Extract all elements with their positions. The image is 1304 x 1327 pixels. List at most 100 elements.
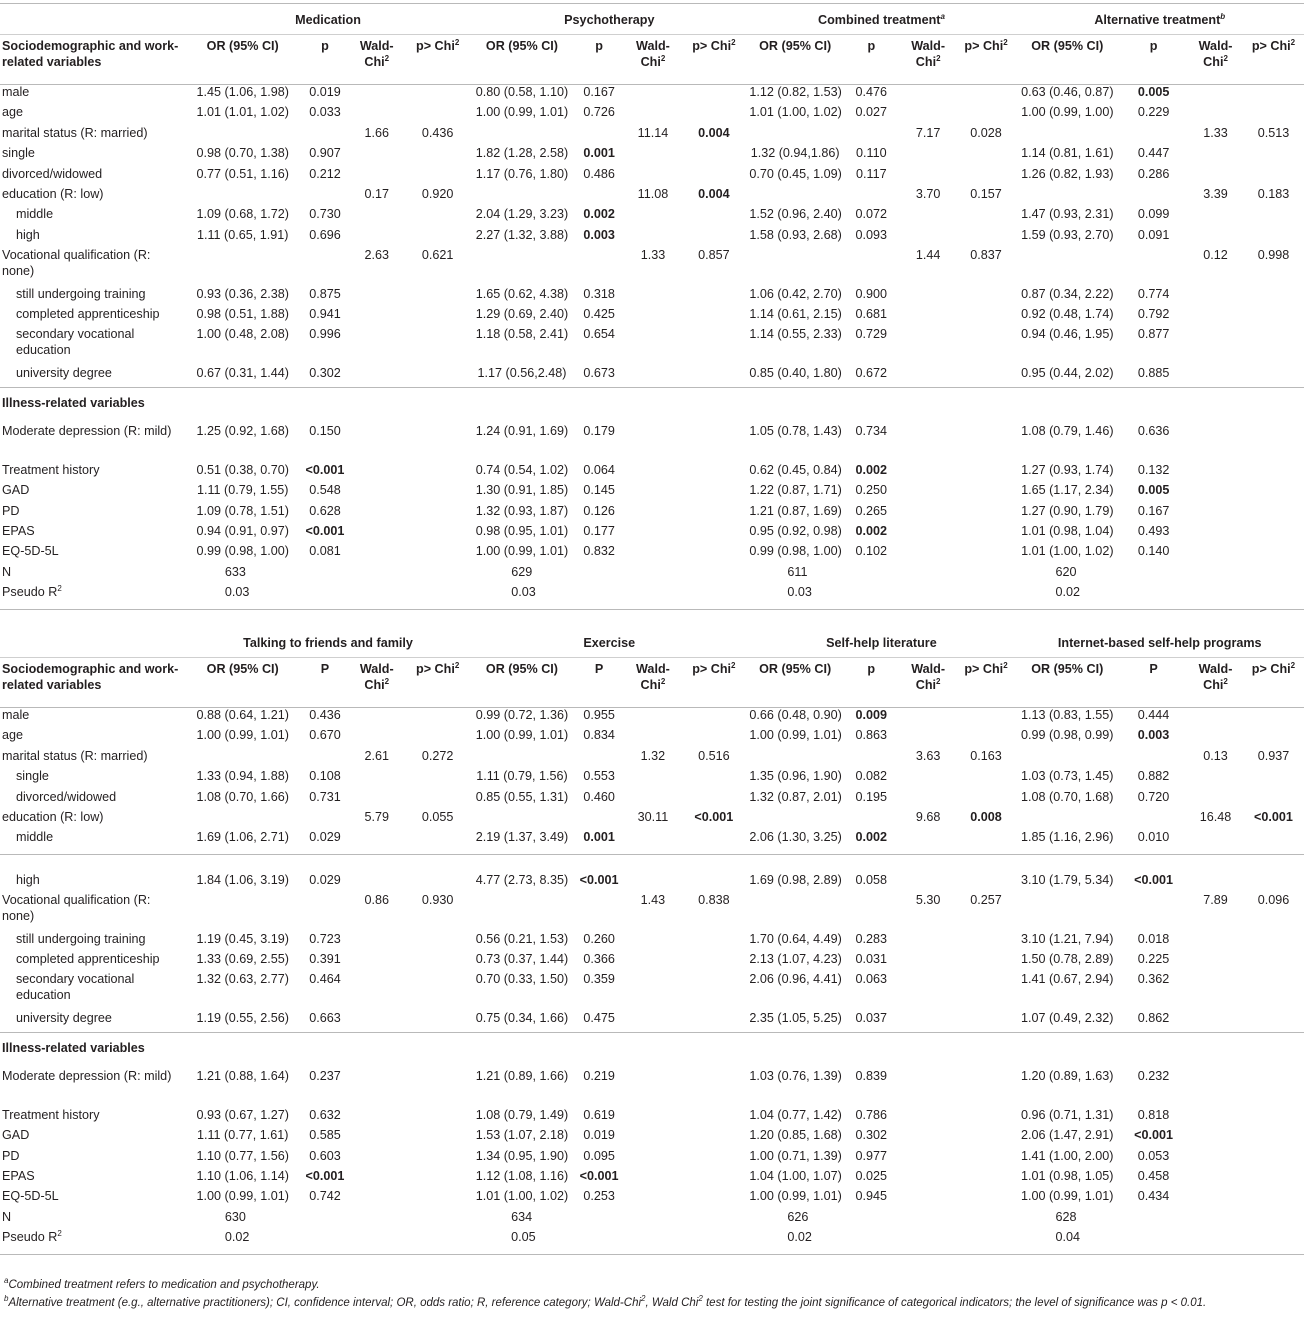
- p-chi-cell: [1243, 227, 1304, 247]
- or-ci-cell: 633: [224, 564, 246, 579]
- table-row: single 1.33 (0.94, 1.88) 0.108 1.11 (0.79, …: [0, 768, 1304, 788]
- p-chi-cell: 0.837: [970, 248, 1002, 263]
- p-chi-cell: 0.920: [421, 186, 454, 201]
- or-ci-cell: 0.67 (0.31, 1.44): [196, 365, 289, 380]
- horizontal-rule: [0, 1254, 1304, 1255]
- p-cell: 0.464: [309, 972, 341, 987]
- p-chi-cell: [1243, 727, 1304, 747]
- p-chi-cell: [404, 829, 471, 849]
- or-ci-cell: [471, 892, 573, 931]
- p-chi-cell: [957, 1229, 1016, 1249]
- p-cell: 0.672: [855, 365, 888, 380]
- wald-chi-cell: [900, 1229, 957, 1249]
- table-row: male 0.88 (0.64, 1.21) 0.436 0.99 (0.72, 1.…: [0, 707, 1304, 727]
- table-row: male 1.45 (1.06, 1.98) 0.019 0.80 (0.58, 1.…: [0, 84, 1304, 104]
- wald-chi-cell: [626, 768, 681, 788]
- p-cell: 0.286: [1137, 166, 1170, 181]
- or-ci-cell: 1.04 (0.77, 1.42): [749, 1107, 842, 1122]
- or-ci-cell: 1.33 (0.69, 2.55): [196, 952, 289, 967]
- p-chi-cell: [680, 971, 747, 1010]
- p-cell: 0.636: [1137, 424, 1170, 439]
- p-chi-cell: [1243, 462, 1304, 482]
- or-ci-cell: 1.52 (0.96, 2.40): [749, 207, 842, 222]
- or-ci-cell: 0.51 (0.38, 0.70): [196, 462, 289, 477]
- wald-chi-cell: [349, 1127, 404, 1147]
- p-cell: [843, 584, 900, 604]
- p-cell: 0.834: [583, 728, 615, 743]
- p-cell: 0.150: [309, 424, 341, 439]
- or-ci-cell: [747, 809, 842, 829]
- row-label: age: [2, 728, 24, 743]
- or-ci-cell: 1.41 (0.67, 2.94): [1021, 972, 1114, 987]
- wald-chi-cell: 5.79: [364, 809, 389, 824]
- row-label: secondary vocational education: [16, 327, 135, 358]
- wald-chi-header: Wald-Chi2: [1198, 662, 1233, 692]
- p-cell: 0.229: [1137, 105, 1170, 120]
- or-ci-cell: 1.00 (0.99, 1.00): [1021, 105, 1114, 120]
- p-chi-cell: [1243, 286, 1304, 306]
- wald-chi-cell: [1188, 543, 1243, 563]
- p-cell: 0.058: [855, 872, 888, 887]
- footnote-b: bAlternative treatment (e.g., alternativ…: [4, 1294, 1207, 1309]
- table-row: divorced/widowed 1.08 (0.70, 1.66) 0.731 0.…: [0, 789, 1304, 809]
- wald-chi-cell: [626, 206, 681, 226]
- p-cell: 0.654: [583, 327, 615, 342]
- p-cell: [573, 247, 626, 286]
- or-ci-cell: 1.19 (0.55, 2.56): [196, 1010, 289, 1025]
- wald-chi-header: Wald-Chi2: [359, 39, 394, 69]
- p-cell: [301, 892, 350, 931]
- p-cell: 0.486: [583, 166, 615, 181]
- or-ci-cell: 0.98 (0.70, 1.38): [196, 146, 289, 161]
- p-cell: [301, 564, 350, 584]
- p-chi-cell: [404, 872, 471, 892]
- or-ci-cell: 1.03 (0.73, 1.45): [1021, 769, 1114, 784]
- p-chi-cell: [957, 423, 1016, 462]
- p-cell: 0.885: [1137, 365, 1170, 380]
- column-group-title: Exercise: [583, 636, 636, 650]
- p-cell: 0.108: [309, 769, 341, 784]
- p-chi-cell: [404, 227, 471, 247]
- wald-chi-cell: 2.61: [364, 748, 389, 763]
- p-cell: 0.082: [855, 769, 888, 784]
- p-cell: 0.031: [855, 952, 888, 967]
- table-row: divorced/widowed 0.77 (0.51, 1.16) 0.212 1.…: [0, 166, 1304, 186]
- p-chi-cell: [957, 971, 1016, 1010]
- or-ci-cell: 629: [511, 564, 533, 579]
- p-cell: [301, 584, 350, 604]
- wald-chi-cell: [900, 1168, 957, 1188]
- row-label: university degree: [16, 365, 112, 380]
- or-ci-cell: 0.93 (0.67, 1.27): [196, 1107, 289, 1122]
- wald-chi-cell: [349, 1107, 404, 1127]
- p-chi-cell: [680, 1068, 747, 1107]
- table-row: completed apprenticeship 0.98 (0.51, 1.88…: [0, 306, 1304, 326]
- p-chi-cell: [957, 1209, 1016, 1229]
- or-ci-cell: 0.70 (0.45, 1.09): [749, 166, 842, 181]
- p-chi-cell: [680, 872, 747, 892]
- wald-chi-cell: [349, 286, 404, 306]
- row-label: EPAS: [2, 1168, 35, 1183]
- row-label: Pseudo R2: [2, 583, 62, 600]
- or-ci-cell: 0.03: [511, 585, 536, 600]
- or-ci-cell: 0.85 (0.55, 1.31): [475, 789, 569, 804]
- p-cell: 0.053: [1137, 1148, 1170, 1163]
- p-chi-cell: [1243, 306, 1304, 326]
- wald-chi-cell: [626, 227, 681, 247]
- or-ci-cell: 0.70 (0.33, 1.50): [475, 972, 569, 987]
- wald-chi-cell: [900, 104, 957, 124]
- row-label: male: [2, 708, 30, 722]
- p-cell: 0.774: [1137, 286, 1170, 301]
- table-row: Treatment history 0.51 (0.38, 0.70) <0.001…: [0, 462, 1304, 482]
- or-ci-cell: 1.14 (0.81, 1.61): [1021, 146, 1114, 161]
- or-ci-cell: [1016, 125, 1120, 145]
- p-chi-cell: [1243, 829, 1304, 849]
- wald-chi-cell: [349, 523, 404, 543]
- row-label: completed apprenticeship: [16, 952, 160, 967]
- wald-chi-header: Wald-Chi2: [1198, 39, 1233, 69]
- row-label: GAD: [2, 1128, 30, 1143]
- table-row: education (R: low) 0.17 0.920 11.08 0.004 3.7…: [0, 186, 1304, 206]
- p-cell: 0.628: [309, 503, 341, 518]
- p-chi-cell: <0.001: [694, 809, 734, 824]
- wald-chi-cell: [900, 707, 957, 727]
- p-chi-cell: [1243, 206, 1304, 226]
- p-cell: [843, 1229, 900, 1249]
